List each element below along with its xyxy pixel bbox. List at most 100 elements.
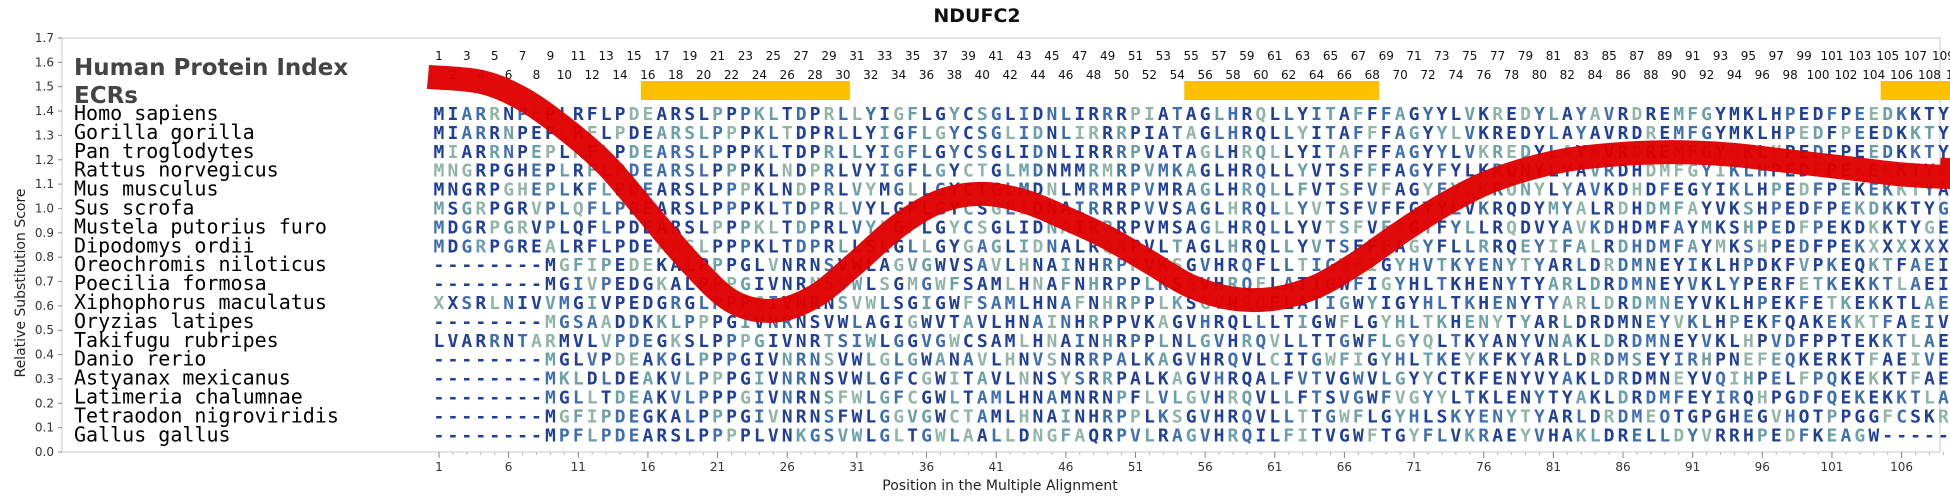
residue: A — [1840, 425, 1851, 446]
residue: H — [1214, 255, 1225, 276]
residue: F — [1283, 425, 1294, 446]
residue: R — [1645, 123, 1656, 144]
residue: F — [573, 425, 584, 446]
x-tick-label: 31 — [849, 460, 864, 474]
residue: A — [963, 425, 974, 446]
residue: K — [1464, 293, 1475, 314]
residue: P — [684, 312, 695, 333]
residue: P — [712, 123, 723, 144]
residue: L — [698, 236, 709, 257]
residue: I — [1144, 123, 1155, 144]
residue: F — [1381, 123, 1392, 144]
index-number-top: 63 — [1295, 49, 1310, 63]
residue: W — [1353, 425, 1364, 446]
residue: P — [559, 425, 570, 446]
residue: F — [1353, 236, 1364, 257]
residue: L — [601, 123, 612, 144]
residue: K — [1896, 123, 1907, 144]
residue: M — [1158, 180, 1169, 201]
residue: Y — [1437, 142, 1448, 163]
residue: I — [1074, 142, 1085, 163]
residue: I — [1144, 104, 1155, 125]
residue: S — [977, 293, 988, 314]
residue: - — [447, 255, 458, 276]
residue: S — [824, 369, 835, 390]
residue: M — [559, 293, 570, 314]
index-number-bottom: 44 — [1030, 68, 1045, 82]
residue: N — [1019, 350, 1030, 371]
x-tick-label: 71 — [1406, 460, 1421, 474]
residue: G — [1200, 161, 1211, 182]
residue: P — [712, 217, 723, 238]
residue: V — [1158, 388, 1169, 409]
residue: E — [1673, 369, 1684, 390]
residue: E — [615, 274, 626, 295]
residue: L — [1548, 123, 1559, 144]
index-number-top: 21 — [710, 49, 725, 63]
residue: V — [838, 369, 849, 390]
index-number-top: 71 — [1406, 49, 1421, 63]
residue: A — [1158, 123, 1169, 144]
residue: M — [434, 123, 445, 144]
residue: L — [1283, 180, 1294, 201]
residue: R — [656, 425, 667, 446]
residue: G — [907, 350, 918, 371]
residue: - — [434, 274, 445, 295]
residue: L — [1144, 406, 1155, 427]
residue: P — [1102, 350, 1113, 371]
residue: R — [1172, 180, 1183, 201]
residue: I — [1297, 312, 1308, 333]
residue: D — [1673, 425, 1684, 446]
residue: M — [545, 388, 556, 409]
residue: H — [1757, 180, 1768, 201]
residue: D — [629, 331, 640, 352]
y-tick-label: 0.9 — [35, 226, 54, 240]
residue: W — [935, 369, 946, 390]
residue: G — [1311, 350, 1322, 371]
residue: F — [1785, 274, 1796, 295]
residue: V — [1534, 425, 1545, 446]
residue: E — [1868, 104, 1879, 125]
residue: E — [1799, 274, 1810, 295]
index-number-top: 77 — [1490, 49, 1505, 63]
residue: P — [810, 142, 821, 163]
residue: - — [517, 350, 528, 371]
residue: L — [601, 199, 612, 220]
residue: F — [907, 123, 918, 144]
residue: C — [963, 217, 974, 238]
residue: N — [1033, 274, 1044, 295]
residue: T — [1520, 255, 1531, 276]
residue: P — [545, 123, 556, 144]
residue: F — [1799, 217, 1810, 238]
residue: M — [434, 161, 445, 182]
residue: R — [1102, 199, 1113, 220]
residue: N — [1506, 331, 1517, 352]
residue: N — [503, 293, 514, 314]
residue: F — [1339, 312, 1350, 333]
residue: F — [1785, 255, 1796, 276]
residue: R — [1228, 425, 1239, 446]
residue: T — [1311, 369, 1322, 390]
residue: T — [1172, 123, 1183, 144]
residue: L — [1283, 406, 1294, 427]
residue: E — [1854, 369, 1865, 390]
residue: G — [1409, 104, 1420, 125]
residue: L — [684, 425, 695, 446]
residue: S — [1339, 161, 1350, 182]
residue: - — [489, 369, 500, 390]
residue: A — [1562, 331, 1573, 352]
residue: K — [1743, 104, 1754, 125]
residue: L — [1214, 142, 1225, 163]
residue: T — [1325, 104, 1336, 125]
y-tick-label: 1.0 — [35, 201, 54, 215]
residue: L — [1005, 236, 1016, 257]
residue: Y — [1297, 199, 1308, 220]
residue: Y — [1297, 104, 1308, 125]
residue: P — [1827, 236, 1838, 257]
residue: L — [768, 236, 779, 257]
residue: D — [1632, 369, 1643, 390]
residue: F — [1659, 217, 1670, 238]
residue: E — [1673, 180, 1684, 201]
residue: F — [1882, 312, 1893, 333]
